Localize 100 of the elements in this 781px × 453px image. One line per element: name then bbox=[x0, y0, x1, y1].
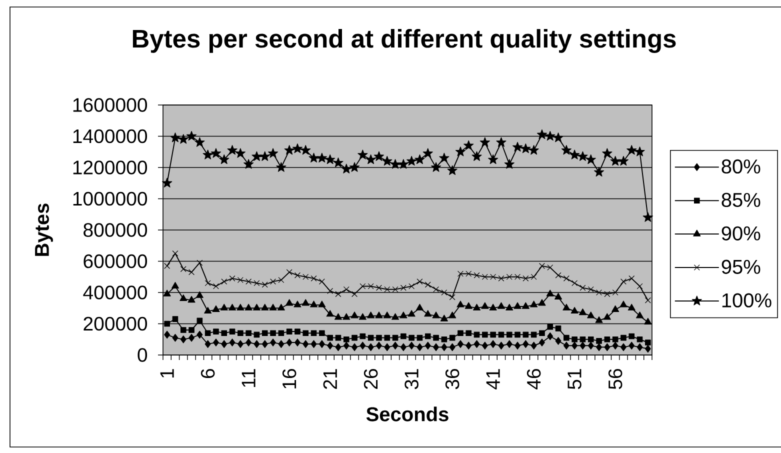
point bbox=[398, 159, 408, 169]
point bbox=[254, 332, 260, 338]
point bbox=[636, 312, 644, 318]
point bbox=[188, 334, 195, 342]
point bbox=[180, 327, 186, 333]
point bbox=[278, 277, 284, 283]
point bbox=[433, 286, 440, 292]
point bbox=[506, 340, 512, 348]
point bbox=[171, 282, 179, 289]
point bbox=[392, 334, 398, 341]
point bbox=[163, 290, 171, 296]
point bbox=[376, 284, 382, 291]
x-axis-title: Seconds bbox=[366, 406, 448, 422]
point bbox=[219, 154, 230, 164]
point bbox=[269, 304, 277, 310]
point bbox=[506, 274, 512, 280]
point bbox=[172, 334, 178, 342]
point bbox=[612, 336, 618, 342]
point bbox=[244, 304, 252, 310]
x-tick-label: 26 bbox=[364, 369, 378, 389]
point bbox=[212, 338, 219, 346]
point bbox=[310, 330, 317, 336]
point bbox=[480, 137, 490, 147]
point bbox=[408, 334, 414, 341]
legend-label: 80% bbox=[722, 159, 760, 174]
point bbox=[327, 288, 334, 294]
chart-title: Bytes per second at different quality settings bbox=[132, 29, 676, 53]
point bbox=[180, 335, 186, 344]
point bbox=[204, 306, 212, 314]
x-tick-label: 56 bbox=[608, 369, 622, 390]
point bbox=[424, 333, 431, 340]
point bbox=[538, 338, 545, 346]
point bbox=[555, 272, 562, 278]
point bbox=[474, 340, 480, 348]
point bbox=[545, 130, 556, 141]
point bbox=[464, 302, 472, 309]
point bbox=[642, 212, 653, 222]
point bbox=[530, 342, 537, 350]
legend-label: 90% bbox=[722, 226, 760, 240]
point bbox=[539, 330, 545, 336]
point bbox=[235, 148, 246, 158]
y-tick-label: 400000 bbox=[83, 286, 148, 300]
point bbox=[644, 297, 651, 304]
point bbox=[221, 340, 228, 348]
point bbox=[447, 165, 458, 175]
point bbox=[294, 328, 300, 334]
point bbox=[628, 275, 635, 282]
y-tick-label: 800000 bbox=[84, 223, 148, 237]
point bbox=[458, 330, 464, 336]
point bbox=[316, 152, 327, 162]
point bbox=[196, 318, 203, 324]
point bbox=[604, 343, 610, 352]
point bbox=[634, 146, 645, 156]
point bbox=[580, 342, 586, 350]
point bbox=[628, 333, 635, 340]
point bbox=[555, 337, 562, 345]
point bbox=[246, 330, 252, 336]
point bbox=[204, 340, 211, 348]
point bbox=[319, 330, 325, 336]
point bbox=[482, 332, 488, 338]
point bbox=[578, 151, 588, 161]
point bbox=[588, 342, 594, 350]
point bbox=[326, 310, 334, 317]
point bbox=[457, 340, 464, 348]
point bbox=[327, 342, 334, 350]
point bbox=[400, 312, 408, 318]
point bbox=[580, 336, 586, 342]
point bbox=[237, 340, 244, 348]
point bbox=[564, 334, 570, 341]
point bbox=[620, 334, 626, 341]
point bbox=[528, 145, 539, 155]
point bbox=[400, 284, 406, 291]
point bbox=[229, 338, 236, 346]
point bbox=[432, 312, 440, 318]
point bbox=[563, 342, 570, 350]
point bbox=[400, 343, 406, 352]
y-tick-label: 0 bbox=[138, 348, 148, 362]
x-tick-label: 21 bbox=[323, 369, 337, 389]
point bbox=[520, 143, 531, 154]
point bbox=[466, 342, 472, 350]
point bbox=[441, 336, 448, 342]
point bbox=[490, 340, 496, 348]
point bbox=[588, 336, 594, 342]
point bbox=[335, 343, 342, 352]
point bbox=[530, 332, 537, 338]
point bbox=[424, 310, 432, 317]
point bbox=[310, 300, 318, 308]
point bbox=[360, 333, 366, 340]
point bbox=[514, 342, 521, 350]
point bbox=[228, 304, 236, 310]
point bbox=[368, 334, 374, 341]
point bbox=[178, 134, 188, 144]
y-tick-label: 1200000 bbox=[73, 160, 148, 174]
point bbox=[196, 260, 203, 266]
point bbox=[238, 330, 244, 336]
point bbox=[618, 156, 629, 166]
point bbox=[302, 274, 309, 280]
point bbox=[620, 343, 626, 352]
point bbox=[204, 330, 211, 336]
point bbox=[628, 304, 636, 310]
